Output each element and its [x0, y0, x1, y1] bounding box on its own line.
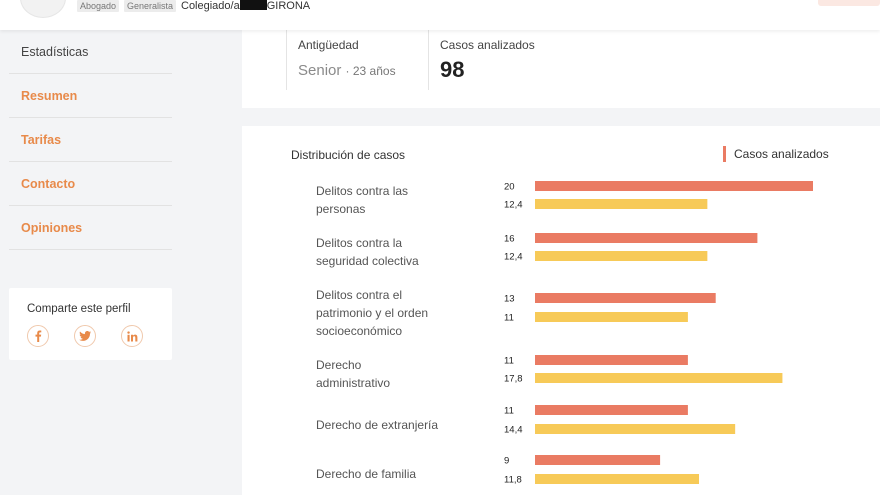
- bar-value-label: 11: [504, 313, 514, 324]
- bar-value-label: 16: [504, 234, 515, 245]
- bar-reference: [535, 251, 708, 261]
- linkedin-icon[interactable]: [121, 325, 143, 347]
- stats-card: Antigüedad Senior · 23 años Casos analiz…: [242, 30, 880, 108]
- profile-header: Abogado Generalista Colegiado/a GIRONA: [0, 0, 880, 30]
- bar-value-label: 12,4: [504, 200, 523, 211]
- category-label: Derecho de extranjería: [316, 418, 438, 432]
- bar-casos: [535, 405, 688, 415]
- colegiado-city: GIRONA: [266, 0, 311, 12]
- category-label: Delitos contra el patrimonio y el orden so…: [316, 288, 428, 338]
- bar-value-label: 17,8: [504, 374, 523, 385]
- tag-generalista: Generalista: [124, 0, 177, 12]
- bar-value-label: 20: [504, 182, 515, 193]
- tag-abogado: Abogado: [77, 0, 120, 12]
- antiguedad-label: Antigüedad: [298, 38, 359, 52]
- legend-swatch: [723, 146, 726, 162]
- bar-value-label: 13: [504, 294, 515, 305]
- sidebar-item-resumen[interactable]: Resumen: [9, 74, 172, 118]
- bar-reference: [535, 199, 708, 209]
- category-label: Delitos contra las personas: [316, 184, 408, 216]
- bar-reference: [535, 474, 700, 484]
- sidebar-item-tarifas[interactable]: Tarifas: [9, 118, 172, 162]
- bar-casos: [535, 181, 813, 191]
- category-label: Derecho de familia: [316, 467, 416, 481]
- header-action-button[interactable]: [818, 0, 880, 6]
- bar-value-label: 11: [504, 356, 514, 367]
- antiguedad-value: Senior · 23 años: [298, 62, 396, 79]
- bar-reference: [535, 373, 783, 383]
- bar-value-label: 11,8: [504, 475, 522, 486]
- casos-label: Casos analizados: [440, 38, 535, 52]
- divider: [286, 30, 287, 90]
- facebook-icon[interactable]: [27, 325, 49, 347]
- twitter-icon[interactable]: [74, 325, 96, 347]
- bar-value-label: 11: [504, 406, 514, 417]
- chart-title: Distribución de casos: [291, 148, 406, 162]
- share-panel: Comparte este perfil: [9, 288, 172, 360]
- antiguedad-level: Senior: [298, 62, 342, 79]
- sidebar-item-opiniones[interactable]: Opiniones: [9, 206, 172, 250]
- redacted-block: [239, 0, 267, 10]
- colegiado-prefix: Colegiado/a: [181, 0, 240, 12]
- avatar: [20, 0, 66, 18]
- share-title: Comparte este perfil: [27, 303, 131, 315]
- bar-value-label: 9: [504, 456, 509, 467]
- antiguedad-years: · 23 años: [345, 64, 396, 78]
- divider: [428, 30, 429, 90]
- category-label: Delitos contra la seguridad colectiva: [316, 236, 419, 268]
- share-icons: [27, 325, 143, 347]
- bar-reference: [535, 424, 736, 434]
- distribution-chart: Delitos contra las personas 20 12,4 Delitos …: [316, 181, 813, 486]
- bar-casos: [535, 455, 661, 465]
- chart-legend: Casos analizados: [723, 146, 829, 162]
- sidebar-nav: Estadísticas Resumen Tarifas Contacto Op…: [9, 30, 172, 250]
- sidebar-item-contacto[interactable]: Contacto: [9, 162, 172, 206]
- bar-value-label: 12,4: [504, 252, 523, 263]
- bar-value-label: 14,4: [504, 425, 523, 436]
- bar-casos: [535, 233, 758, 243]
- bar-casos: [535, 355, 688, 365]
- colegiado-info: Colegiado/a GIRONA: [181, 0, 310, 12]
- legend-label: Casos analizados: [734, 147, 829, 161]
- bar-reference: [535, 312, 688, 322]
- casos-value: 98: [440, 57, 465, 82]
- bar-casos: [535, 293, 716, 303]
- sidebar-item-estadisticas[interactable]: Estadísticas: [9, 30, 172, 74]
- category-label: Derecho administrativo: [316, 358, 390, 390]
- distribution-chart-card: Distribución de casos Casos analizados D…: [242, 126, 880, 495]
